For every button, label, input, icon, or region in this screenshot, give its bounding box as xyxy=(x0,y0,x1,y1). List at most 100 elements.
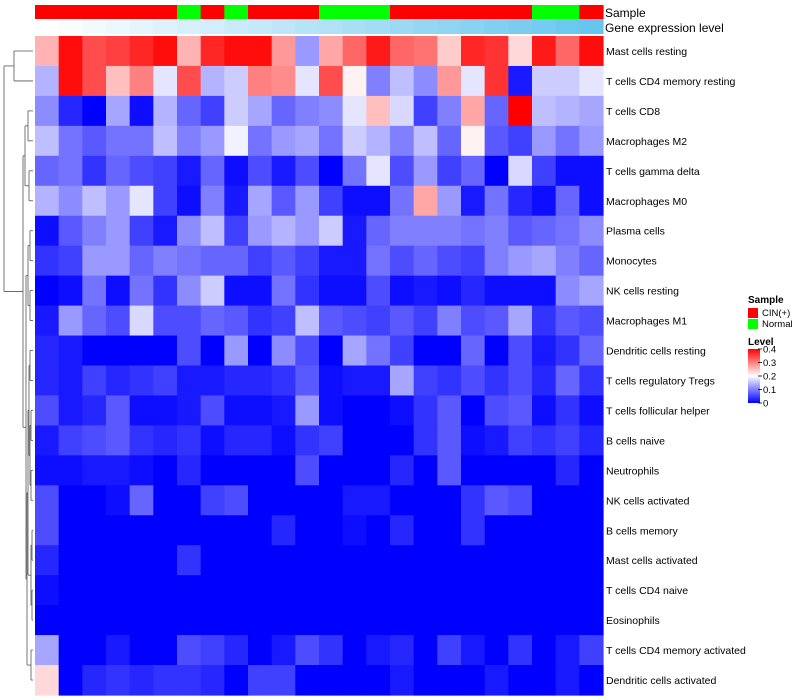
heatmap-cell xyxy=(579,215,604,247)
heatmap-cell xyxy=(177,605,202,636)
heatmap-cells xyxy=(35,36,604,696)
heatmap-cell xyxy=(413,215,438,247)
row-label: Mast cells activated xyxy=(606,555,698,567)
heatmap-cell xyxy=(200,185,225,217)
heatmap-cell xyxy=(82,215,107,247)
heatmap-cell xyxy=(153,125,178,157)
heatmap-cell xyxy=(390,305,415,337)
heatmap-cell xyxy=(200,605,225,636)
heatmap-cell xyxy=(58,455,83,486)
heatmap-cell xyxy=(413,335,438,367)
heatmap-cell xyxy=(224,575,249,606)
heatmap-cell xyxy=(461,215,486,247)
heatmap-cell xyxy=(342,125,367,157)
heatmap-cell xyxy=(271,575,296,606)
heatmap-cell xyxy=(366,635,391,666)
heatmap-cell xyxy=(390,275,415,307)
heatmap-cell xyxy=(555,305,580,337)
heatmap-cell xyxy=(342,185,367,217)
heatmap-cell xyxy=(106,155,131,187)
sample-annotation-cell xyxy=(271,5,296,19)
heatmap-cell xyxy=(82,665,107,696)
heatmap-cell xyxy=(390,335,415,367)
heatmap-cell xyxy=(461,305,486,337)
heatmap-cell xyxy=(413,605,438,636)
heatmap-cell xyxy=(555,155,580,187)
heatmap-cell xyxy=(437,215,462,247)
heatmap-cell xyxy=(342,545,367,576)
heatmap-cell xyxy=(508,515,533,546)
heatmap-cell xyxy=(35,155,60,187)
heatmap-cell xyxy=(106,245,131,277)
heatmap-cell xyxy=(200,545,225,576)
heatmap-cell xyxy=(248,65,273,97)
heatmap-cell xyxy=(129,305,154,337)
heatmap-cell xyxy=(461,605,486,636)
heatmap-cell xyxy=(484,125,509,157)
heatmap-cell xyxy=(177,65,202,97)
heatmap-cell xyxy=(437,125,462,157)
heatmap-cell xyxy=(200,155,225,187)
heatmap-cell xyxy=(413,36,438,67)
heatmap-cell xyxy=(461,95,486,127)
heatmap-cell xyxy=(200,575,225,606)
heatmap-cell xyxy=(484,335,509,367)
heatmap-cell xyxy=(319,65,344,97)
heatmap-cell xyxy=(271,545,296,576)
row-label: NK cells resting xyxy=(606,286,679,298)
heatmap-cell xyxy=(390,36,415,67)
heatmap-cell xyxy=(82,275,107,307)
heatmap-cell xyxy=(437,305,462,337)
heatmap-cell xyxy=(295,95,320,127)
heatmap-cell xyxy=(461,245,486,277)
sample-annotation-cell xyxy=(532,5,557,19)
heatmap-cell xyxy=(366,185,391,217)
heatmap-cell xyxy=(224,635,249,666)
heatmap-cell xyxy=(508,305,533,337)
heatmap-cell xyxy=(579,455,604,486)
heatmap-cell xyxy=(248,575,273,606)
row-label: T cells follicular helper xyxy=(606,405,710,417)
heatmap-cell xyxy=(177,275,202,307)
heatmap-cell xyxy=(342,335,367,367)
heatmap-cell xyxy=(35,305,60,337)
legend-level-tick-label: 0.2 xyxy=(763,372,776,383)
heatmap-cell xyxy=(484,575,509,606)
legend-cin-swatch xyxy=(748,308,758,318)
heatmap-cell xyxy=(295,455,320,486)
row-label: T cells CD4 memory activated xyxy=(606,645,746,657)
expression-annotation-cell xyxy=(366,19,391,34)
heatmap-cell xyxy=(58,305,83,337)
heatmap-cell xyxy=(532,485,557,516)
heatmap-cell xyxy=(532,65,557,97)
heatmap-cell xyxy=(224,305,249,337)
heatmap-cell xyxy=(35,515,60,546)
heatmap-cell xyxy=(224,155,249,187)
heatmap-cell xyxy=(35,215,60,247)
heatmap-cell xyxy=(177,365,202,397)
heatmap-cell xyxy=(200,485,225,516)
heatmap-cell xyxy=(82,365,107,397)
heatmap-cell xyxy=(532,545,557,576)
heatmap-cell xyxy=(579,245,604,277)
heatmap-cell xyxy=(58,485,83,516)
heatmap-cell xyxy=(366,395,391,427)
heatmap-cell xyxy=(390,635,415,666)
heatmap-cell xyxy=(271,635,296,666)
heatmap-cell xyxy=(153,155,178,187)
heatmap-cell xyxy=(319,395,344,427)
heatmap-cell xyxy=(437,275,462,307)
heatmap-cell xyxy=(532,425,557,456)
heatmap-cell xyxy=(200,215,225,247)
heatmap-cell xyxy=(224,275,249,307)
heatmap-cell xyxy=(177,155,202,187)
heatmap-cell xyxy=(461,485,486,516)
heatmap-cell xyxy=(35,65,60,97)
expression-annotation-cell xyxy=(106,19,131,34)
heatmap-cell xyxy=(342,95,367,127)
heatmap-cell xyxy=(390,95,415,127)
heatmap-cell xyxy=(153,515,178,546)
heatmap-cell xyxy=(106,575,131,606)
heatmap-cell xyxy=(508,95,533,127)
heatmap-cell xyxy=(153,335,178,367)
